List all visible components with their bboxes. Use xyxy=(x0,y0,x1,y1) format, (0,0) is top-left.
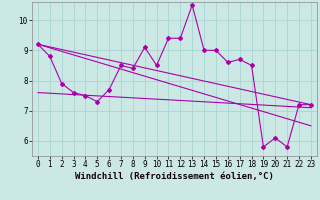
X-axis label: Windchill (Refroidissement éolien,°C): Windchill (Refroidissement éolien,°C) xyxy=(75,172,274,181)
